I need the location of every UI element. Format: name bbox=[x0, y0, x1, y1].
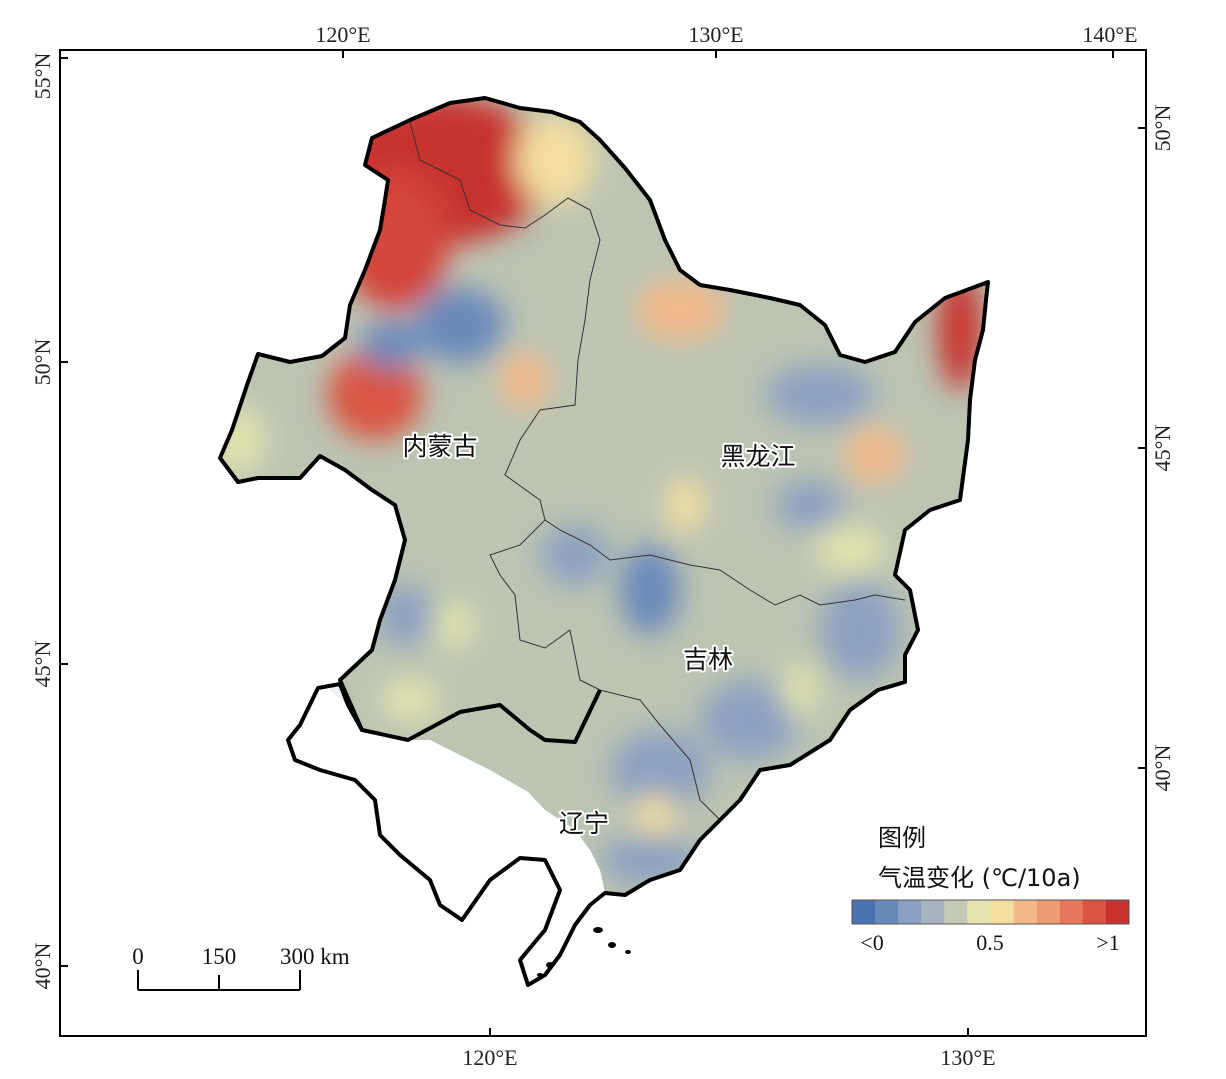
scale-bar: 0 150 300 km bbox=[132, 944, 350, 991]
bottom-axis-label: 130°E bbox=[940, 1045, 995, 1070]
legend-swatch bbox=[1105, 900, 1130, 924]
right-axis-label: 50°N bbox=[1150, 105, 1175, 152]
legend-swatch bbox=[1082, 900, 1107, 924]
legend-swatch bbox=[1059, 900, 1084, 924]
bottom-axis-label: 120°E bbox=[462, 1045, 517, 1070]
legend-swatch bbox=[990, 900, 1015, 924]
legend-swatch bbox=[1013, 900, 1038, 924]
outer-border bbox=[218, 96, 990, 987]
scale-label-150: 150 bbox=[202, 944, 237, 969]
region-label-liaoning: 辽宁 bbox=[559, 809, 609, 838]
legend-swatch bbox=[875, 900, 899, 924]
legend-swatch bbox=[967, 900, 991, 924]
region-label-jilin: 吉林 bbox=[683, 645, 733, 674]
left-axis-label: 50°N bbox=[30, 339, 55, 386]
legend-label-mid: 0.5 bbox=[976, 930, 1004, 955]
region-label-heilongjiang: 黑龙江 bbox=[720, 442, 795, 471]
frame-ticks bbox=[60, 50, 1146, 1036]
legend-label-min: <0 bbox=[860, 930, 883, 955]
province-boundaries bbox=[409, 121, 906, 821]
scale-label-300: 300 km bbox=[280, 944, 350, 969]
coastal-islands bbox=[537, 927, 631, 977]
legend: 图例 气温变化 (℃/10a) <0 0.5 >1 bbox=[851, 824, 1130, 955]
legend-label-max: >1 bbox=[1096, 930, 1119, 955]
legend-colorbar bbox=[851, 899, 1130, 925]
legend-swatch bbox=[1036, 900, 1061, 924]
right-axis-label: 40°N bbox=[1150, 745, 1175, 792]
left-axis-label: 55°N bbox=[30, 53, 55, 100]
left-axis-label: 40°N bbox=[30, 943, 55, 990]
region-label-neimenggu: 内蒙古 bbox=[402, 432, 477, 461]
legend-swatch bbox=[944, 900, 968, 924]
legend-swatch bbox=[921, 900, 945, 924]
top-axis-label: 120°E bbox=[315, 22, 370, 47]
liaoning-border bbox=[338, 683, 602, 744]
top-axis-label: 140°E bbox=[1082, 22, 1137, 47]
legend-title: 图例 bbox=[878, 824, 926, 852]
right-axis-label: 45°N bbox=[1150, 425, 1175, 472]
legend-swatch bbox=[898, 900, 922, 924]
top-axis-label: 130°E bbox=[688, 22, 743, 47]
legend-colorbar-border bbox=[851, 899, 1130, 925]
legend-swatch bbox=[852, 900, 876, 924]
scale-label-0: 0 bbox=[132, 944, 144, 969]
legend-subtitle: 气温变化 (℃/10a) bbox=[878, 864, 1081, 892]
left-axis-label: 45°N bbox=[30, 641, 55, 688]
